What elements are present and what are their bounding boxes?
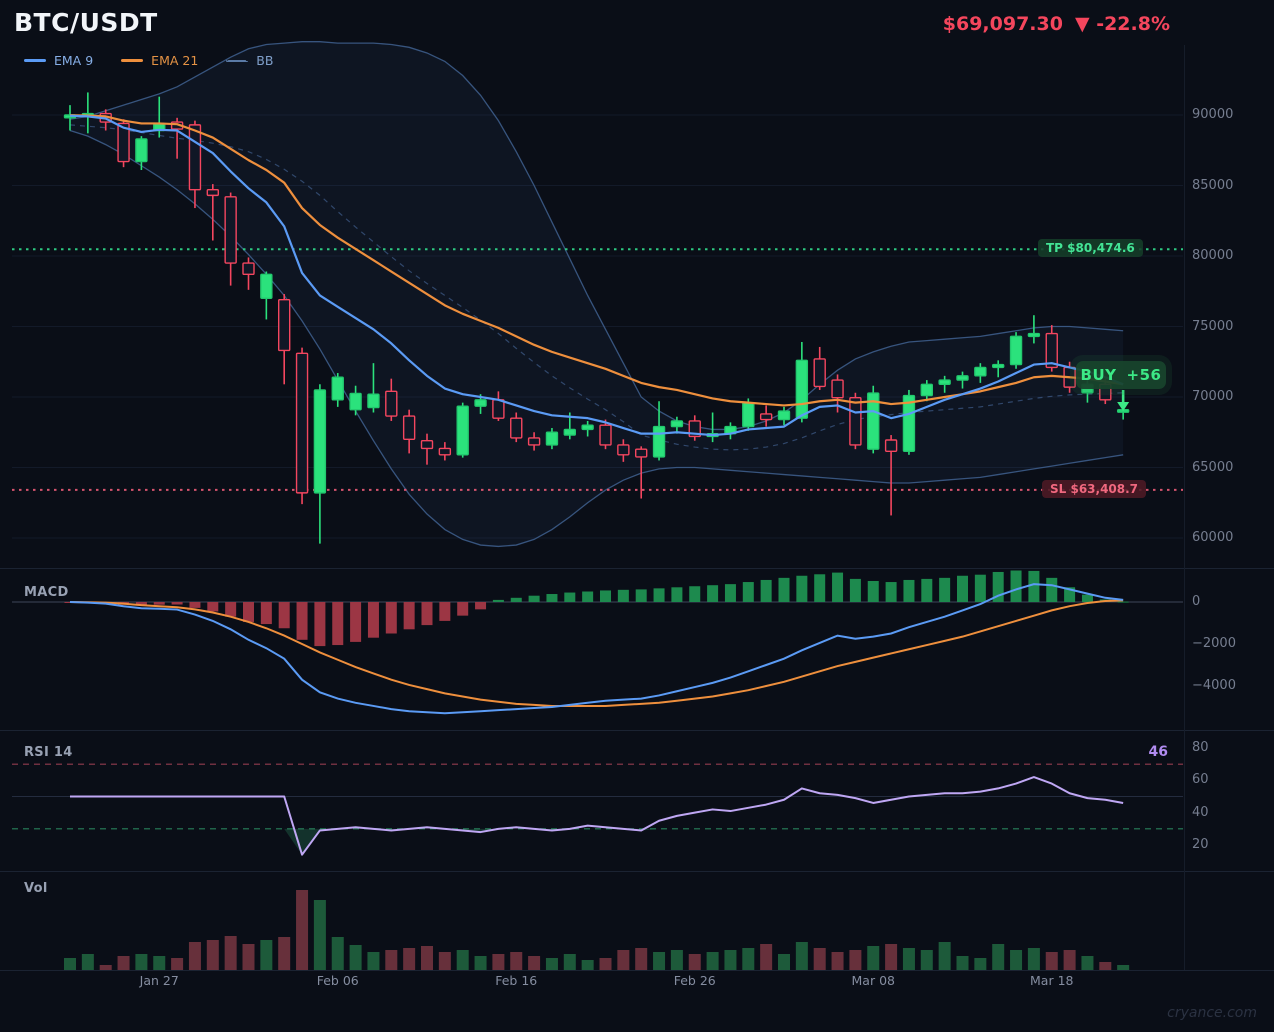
ema21-line-icon — [121, 59, 144, 62]
legend-item-bb[interactable]: BB — [226, 53, 273, 68]
legend-label-ema21: EMA 21 — [151, 53, 199, 68]
legend-label-ema9: EMA 9 — [54, 53, 94, 68]
legend-item-ema9[interactable]: EMA 9 — [24, 53, 93, 68]
legend-item-ema21[interactable]: EMA 21 — [121, 53, 198, 68]
legend-label-bb: BB — [256, 53, 274, 68]
chart-legend: EMA 9 EMA 21 BB — [24, 53, 273, 68]
bb-dashed-line-icon — [226, 59, 249, 62]
ema9-line-icon — [24, 59, 46, 62]
